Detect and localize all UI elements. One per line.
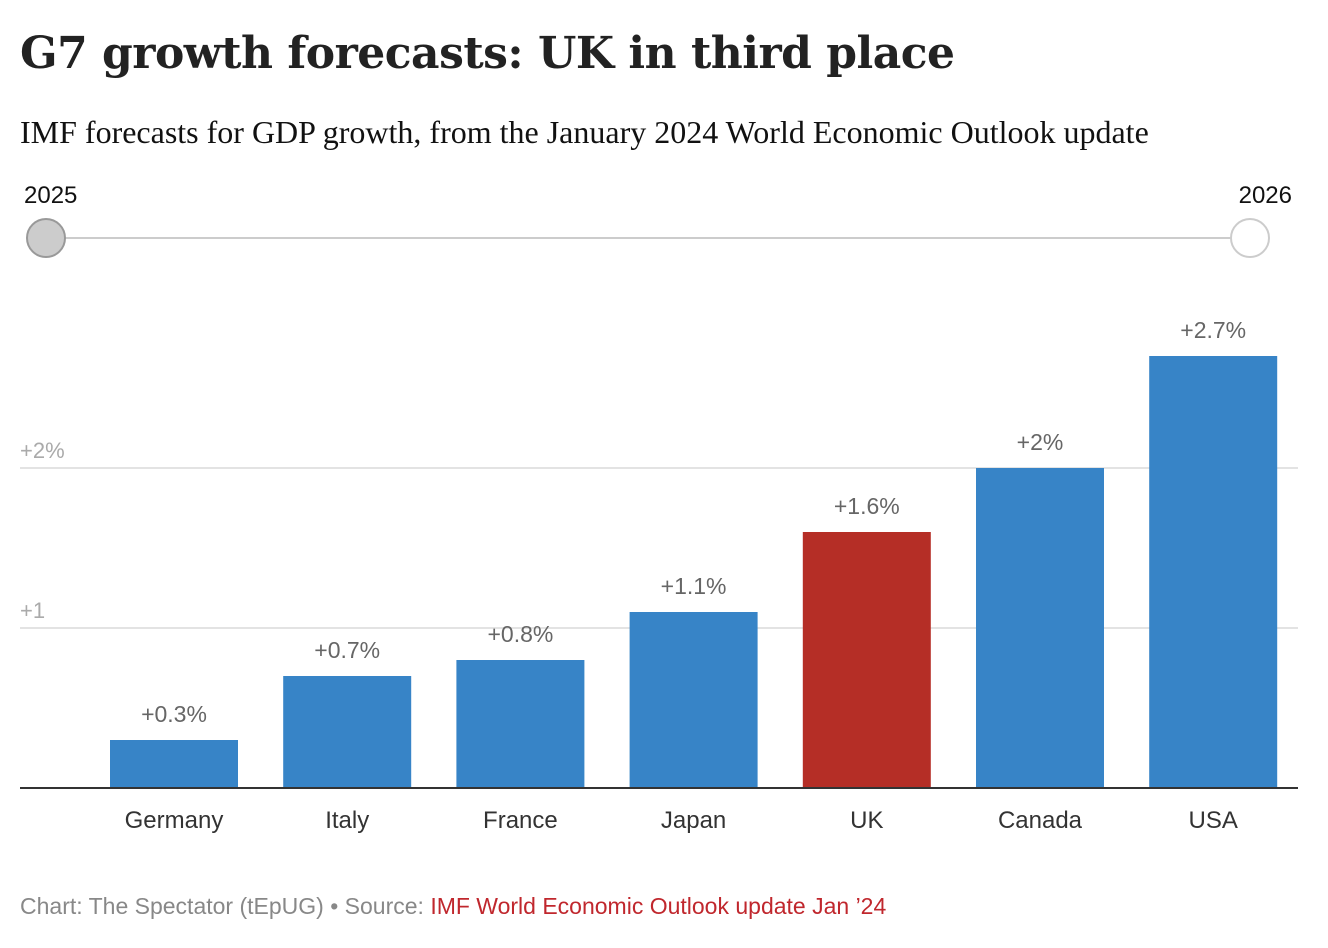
bar-canada <box>976 468 1104 788</box>
chart-title: G7 growth forecasts: UK in third place <box>20 28 955 79</box>
x-tick-label: Canada <box>998 807 1083 834</box>
chart-credit: Chart: The Spectator (tEpUG) <box>20 893 324 919</box>
data-label: +0.8% <box>487 621 553 647</box>
bar-italy <box>283 676 412 788</box>
data-label: +1.6% <box>834 493 900 519</box>
x-tick-label: Italy <box>325 807 369 834</box>
y-tick-label: +1 <box>20 598 45 623</box>
y-tick-label: +2% <box>20 438 65 463</box>
slider-track[interactable] <box>46 237 1252 239</box>
data-label: +0.3% <box>141 701 207 727</box>
source-prefix: Source: <box>344 893 431 919</box>
chart-subtitle: IMF forecasts for GDP growth, from the J… <box>20 114 1149 150</box>
footer-separator: • <box>323 893 345 919</box>
data-label: +2% <box>1017 429 1064 455</box>
x-tick-label: USA <box>1189 807 1238 834</box>
slider-handle-selected[interactable] <box>26 218 66 258</box>
bar-germany <box>110 740 238 788</box>
bar-japan <box>629 612 758 788</box>
data-label: +1.1% <box>661 573 727 599</box>
slider-label-end[interactable]: 2026 <box>1238 182 1292 209</box>
x-tick-label: UK <box>850 807 883 834</box>
source-link[interactable]: IMF World Economic Outlook update Jan ’2… <box>430 893 887 919</box>
slider-label-start[interactable]: 2025 <box>24 182 78 209</box>
bar-usa <box>1149 356 1278 788</box>
data-label: +0.7% <box>314 637 380 663</box>
x-tick-label: Germany <box>125 807 224 834</box>
slider-stop-end[interactable] <box>1230 218 1270 258</box>
bar-chart: +1 +2% +0.3% Germany +0.7% Italy +0.8% France +1… <box>20 317 1298 834</box>
bar-uk <box>802 532 931 788</box>
x-tick-label: France <box>483 807 558 834</box>
x-tick-label: Japan <box>661 807 726 834</box>
chart-footer: Chart: The Spectator (tEpUG) • Source: I… <box>20 893 886 920</box>
data-label: +2.7% <box>1180 317 1246 343</box>
bar-france <box>456 660 585 788</box>
